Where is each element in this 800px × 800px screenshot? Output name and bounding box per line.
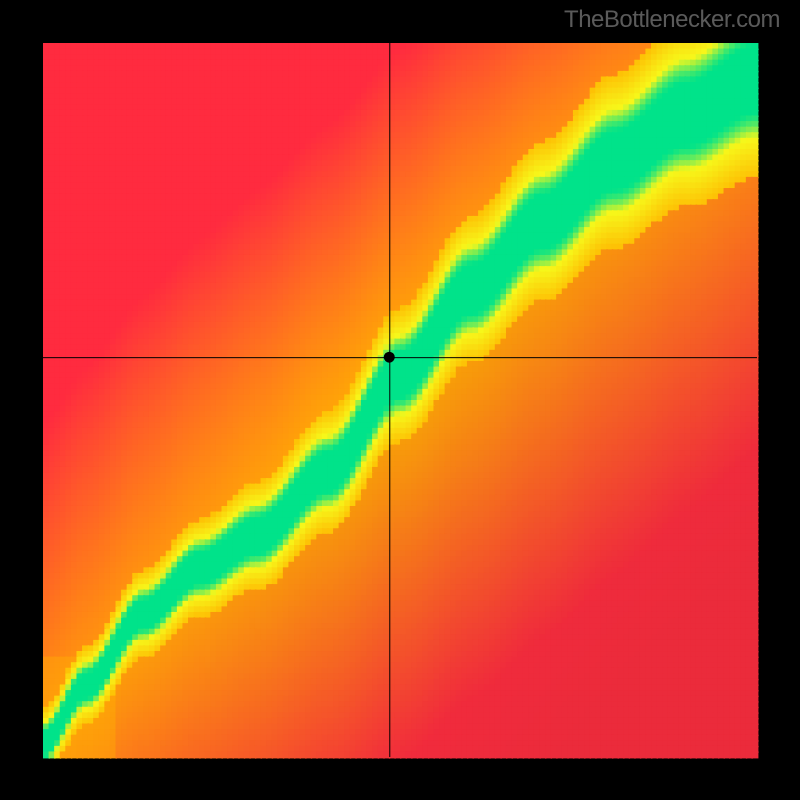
heatmap-canvas [0,0,800,800]
watermark-label: TheBottlenecker.com [564,6,780,34]
